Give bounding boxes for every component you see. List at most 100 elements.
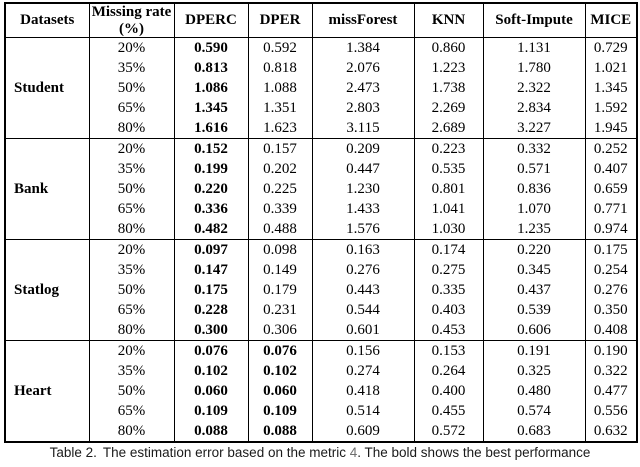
missing-rate-cell: 20% [88, 37, 175, 58]
value-cell: 0.836 [482, 179, 586, 199]
dataset-label-student: Student [4, 37, 90, 139]
value-cell: 0.174 [413, 239, 484, 260]
column-header-soft-impute: Soft-Impute [482, 3, 586, 38]
missing-rate-cell: 80% [88, 421, 175, 442]
caption-suffix: . The bold shows the best performance [357, 445, 591, 460]
table-row: 35% 0.199 0.202 0.447 0.535 0.571 0.407 [5, 159, 638, 179]
value-cell: 0.345 [482, 260, 586, 280]
table-row: Statlog 20% 0.097 0.098 0.163 0.174 0.220 0.175 [4, 239, 638, 341]
value-cell: 0.202 [247, 159, 313, 179]
value-cell: 0.076 [247, 340, 313, 361]
missing-rate-cell: 35% [88, 58, 175, 78]
value-cell: 3.115 [311, 118, 415, 139]
value-cell: 0.225 [247, 179, 313, 199]
value-cell: 0.455 [413, 401, 484, 421]
value-cell: 1.070 [482, 199, 586, 219]
value-cell: 2.834 [482, 98, 586, 118]
missing-rate-cell: 50% [88, 78, 175, 98]
column-header-dperc: DPERC [173, 3, 249, 38]
missing-rate-cell: 20% [88, 239, 175, 260]
value-cell: 2.322 [482, 78, 586, 98]
value-cell: 0.088 [173, 421, 249, 442]
table-row: 65% 1.345 1.351 2.803 2.269 2.834 1.592 [5, 98, 638, 118]
table-row: 50% 0.175 0.179 0.443 0.335 0.437 0.276 [5, 280, 638, 300]
value-cell: 0.609 [311, 421, 415, 442]
value-cell: 1.780 [482, 58, 586, 78]
value-cell: 1.021 [584, 58, 638, 78]
missing-rate-cell: 35% [88, 260, 175, 280]
value-cell: 0.813 [173, 58, 249, 78]
value-cell: 0.306 [247, 320, 313, 341]
value-cell: 2.689 [413, 118, 484, 139]
table-body: Student 20% 0.590 0.592 1.384 0.860 1.131 0.729… [4, 37, 638, 442]
missing-rate-cell: 35% [88, 361, 175, 381]
table-row: 80% 0.482 0.488 1.576 1.030 1.235 0.974 [5, 219, 638, 240]
column-header-dper: DPER [247, 3, 313, 38]
table-row: 35% 0.813 0.818 2.076 1.223 1.780 1.021 [5, 58, 638, 78]
missing-rate-cell: 35% [88, 159, 175, 179]
value-cell: 2.803 [311, 98, 415, 118]
value-cell: 0.157 [247, 138, 313, 159]
value-cell: 0.339 [247, 199, 313, 219]
value-cell: 0.153 [413, 340, 484, 361]
missing-rate-cell: 65% [88, 199, 175, 219]
value-cell: 0.632 [584, 421, 638, 442]
value-cell: 0.403 [413, 300, 484, 320]
missing-rate-cell: 80% [88, 219, 175, 240]
value-cell: 0.818 [247, 58, 313, 78]
missing-rate-cell: 65% [88, 300, 175, 320]
value-cell: 1.592 [584, 98, 638, 118]
value-cell: 0.601 [311, 320, 415, 341]
value-cell: 0.147 [173, 260, 249, 280]
value-cell: 0.400 [413, 381, 484, 401]
missing-rate-cell: 50% [88, 280, 175, 300]
value-cell: 0.477 [584, 381, 638, 401]
value-cell: 0.801 [413, 179, 484, 199]
header-row: Datasets Missing rate (%) DPERC DPER missFor… [4, 3, 638, 38]
column-header-knn: KNN [413, 3, 484, 38]
value-cell: 0.407 [584, 159, 638, 179]
value-cell: 1.384 [311, 37, 415, 58]
table-row: Student 20% 0.590 0.592 1.384 0.860 1.131 0.729 [4, 37, 638, 139]
caption-label: Table 2. [49, 445, 97, 460]
dataset-label-heart: Heart [4, 340, 90, 442]
metric-ref-link[interactable]: 4 [349, 445, 358, 460]
value-cell: 0.729 [584, 37, 638, 58]
missing-rate-cell: 20% [88, 138, 175, 159]
value-cell: 0.683 [482, 421, 586, 442]
column-header-missforest: missForest [311, 3, 415, 38]
value-cell: 0.149 [247, 260, 313, 280]
value-cell: 0.275 [413, 260, 484, 280]
value-cell: 0.571 [482, 159, 586, 179]
value-cell: 1.345 [584, 78, 638, 98]
value-cell: 0.109 [173, 401, 249, 421]
column-header-mice: MICE [584, 3, 638, 38]
value-cell: 0.300 [173, 320, 249, 341]
value-cell: 0.152 [173, 138, 249, 159]
results-table: Datasets Missing rate (%) DPERC DPER missFor… [4, 2, 638, 443]
value-cell: 1.235 [482, 219, 586, 240]
value-cell: 0.179 [247, 280, 313, 300]
value-cell: 1.088 [247, 78, 313, 98]
table-row: 80% 0.300 0.306 0.601 0.453 0.606 0.408 [5, 320, 638, 341]
value-cell: 1.041 [413, 199, 484, 219]
value-cell: 0.974 [584, 219, 638, 240]
value-cell: 0.220 [173, 179, 249, 199]
value-cell: 2.473 [311, 78, 415, 98]
table-row: 65% 0.228 0.231 0.544 0.403 0.539 0.350 [5, 300, 638, 320]
dataset-label-bank: Bank [4, 138, 90, 240]
value-cell: 0.156 [311, 340, 415, 361]
missing-rate-cell: 20% [88, 340, 175, 361]
value-cell: 0.771 [584, 199, 638, 219]
table-row: 65% 0.109 0.109 0.514 0.455 0.574 0.556 [5, 401, 638, 421]
table-caption: Table 2. The estimation error based on th… [0, 445, 640, 460]
value-cell: 0.514 [311, 401, 415, 421]
value-cell: 0.325 [482, 361, 586, 381]
value-cell: 0.322 [584, 361, 638, 381]
column-header-datasets: Datasets [4, 3, 90, 38]
value-cell: 0.097 [173, 239, 249, 260]
value-cell: 0.276 [584, 280, 638, 300]
value-cell: 0.231 [247, 300, 313, 320]
value-cell: 0.220 [482, 239, 586, 260]
value-cell: 0.252 [584, 138, 638, 159]
